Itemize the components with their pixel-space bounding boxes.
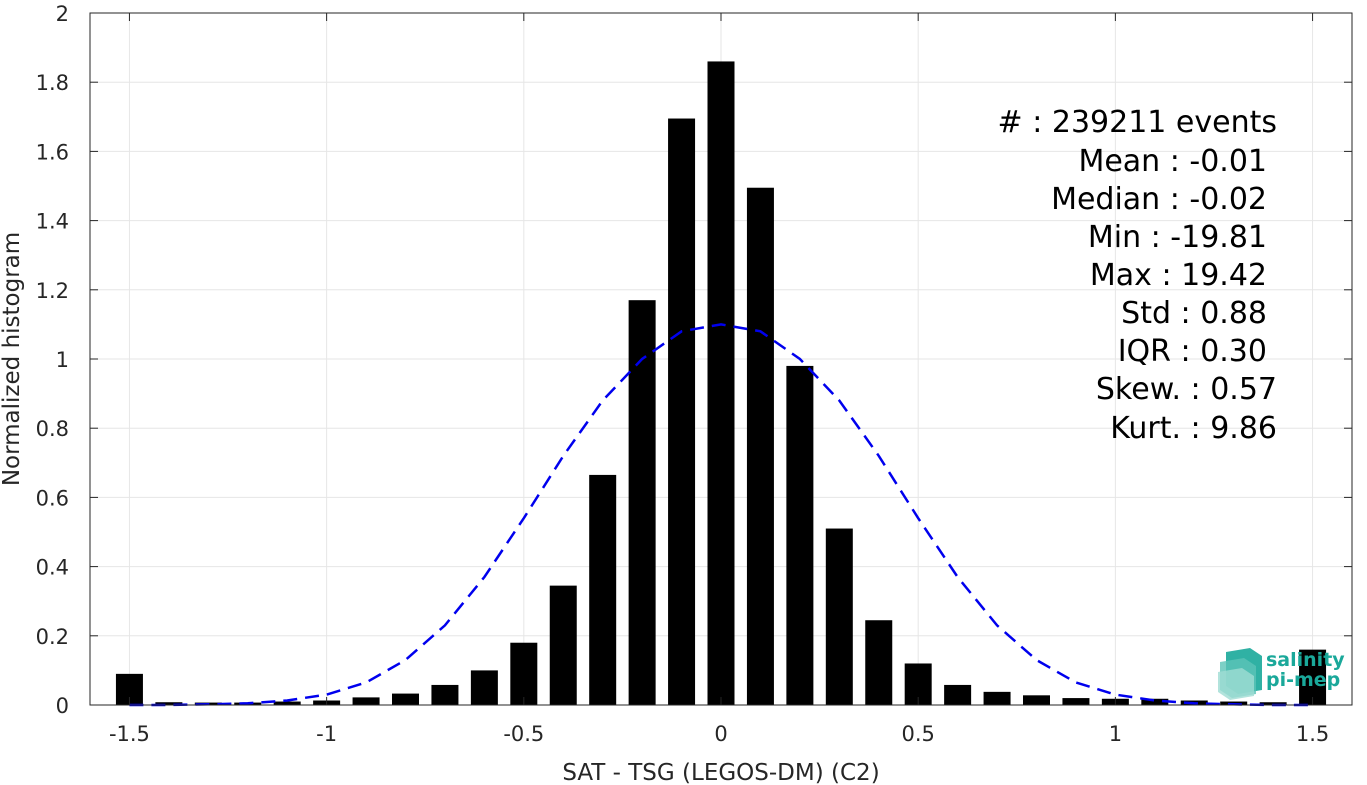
histogram-bar (825, 528, 853, 705)
x-tick-label: -0.5 (503, 722, 544, 746)
logo-text-salinity: salinity (1266, 649, 1345, 671)
y-tick-label: 1.2 (36, 279, 69, 303)
x-tick-label: -1 (316, 722, 337, 746)
histogram-bar (668, 118, 696, 705)
stat-iqr: IQR : 0.30 (1118, 334, 1267, 369)
logo-text-pimep: pi-mep (1266, 669, 1340, 691)
gaussian-fit-curve (129, 323, 1313, 707)
y-tick-label: 2 (56, 2, 69, 26)
histogram-bar (392, 693, 419, 705)
stat-max: Max : 19.42 (1090, 258, 1267, 293)
histogram-bar (707, 61, 735, 705)
y-tick-label: 1.8 (36, 71, 69, 95)
histogram-bar (431, 684, 459, 705)
statistics-box: # : 239211 events Mean : -0.01 Median : … (998, 105, 1277, 446)
x-tick-label: 0.5 (901, 722, 934, 746)
x-tick-label: -1.5 (109, 722, 150, 746)
x-tick-label: 0 (714, 722, 727, 746)
histogram-bar (786, 365, 814, 705)
histogram-bar (746, 187, 774, 706)
x-tick-label: 1 (1109, 722, 1122, 746)
salinity-pimep-logo: salinity pi-mep (1218, 648, 1345, 700)
histogram-bar (1299, 649, 1327, 705)
histogram-bar (155, 702, 183, 705)
histogram-bar (865, 620, 893, 705)
y-axis-label: Normalized histogram (0, 232, 25, 486)
histogram-bar (983, 691, 1011, 705)
y-tick-label: 0.8 (36, 417, 69, 441)
stat-kurt: Kurt. : 9.86 (1110, 411, 1277, 446)
x-axis-label: SAT - TSG (LEGOS-DM) (C2) (562, 760, 879, 785)
stat-events: # : 239211 events (998, 105, 1277, 140)
histogram-bar (589, 474, 617, 705)
y-tick-label: 0.6 (36, 486, 69, 510)
y-tick-label: 1.4 (36, 210, 69, 234)
y-tick-label: 0.2 (36, 625, 69, 649)
histogram-bar (1141, 698, 1169, 705)
logo-wave-icon (1218, 648, 1262, 700)
stat-std: Std : 0.88 (1121, 296, 1267, 331)
histogram-bar (273, 701, 301, 705)
stat-median: Median : -0.02 (1051, 182, 1267, 217)
y-tick-label: 1 (56, 348, 69, 372)
stat-min: Min : -19.81 (1088, 220, 1267, 255)
histogram-bar (1259, 702, 1287, 705)
histogram-bar (1062, 698, 1090, 705)
x-axis-ticks: -1.5 -1 -0.5 0 0.5 1 1.5 (109, 13, 1329, 746)
histogram-bar (510, 642, 538, 705)
histogram-bar (628, 300, 656, 705)
y-tick-label: 0 (56, 694, 69, 718)
y-tick-label: 0.4 (36, 556, 69, 580)
y-tick-label: 1.6 (36, 140, 69, 164)
y-axis-ticks: 0 0.2 0.4 0.6 0.8 1 1.2 1.4 1.6 1.8 2 (36, 2, 1352, 718)
histogram-bar (944, 684, 972, 705)
histogram-bar (352, 697, 380, 705)
histogram-bar (1023, 695, 1050, 705)
stat-skew: Skew. : 0.57 (1096, 372, 1277, 407)
histogram-bar (470, 670, 498, 705)
x-tick-label: 1.5 (1296, 722, 1329, 746)
histogram-bar (549, 585, 577, 705)
stat-mean: Mean : -0.01 (1078, 144, 1267, 179)
